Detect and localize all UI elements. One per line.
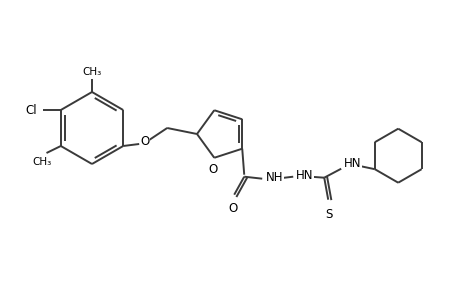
Text: HN: HN xyxy=(296,169,313,182)
Text: CH₃: CH₃ xyxy=(82,67,101,77)
Text: O: O xyxy=(208,163,218,176)
Text: S: S xyxy=(325,208,332,221)
Text: CH₃: CH₃ xyxy=(32,157,51,167)
Text: Cl: Cl xyxy=(25,103,37,116)
Text: HN: HN xyxy=(343,157,361,170)
Text: O: O xyxy=(228,202,237,215)
Text: NH: NH xyxy=(266,171,283,184)
Text: O: O xyxy=(140,134,150,148)
